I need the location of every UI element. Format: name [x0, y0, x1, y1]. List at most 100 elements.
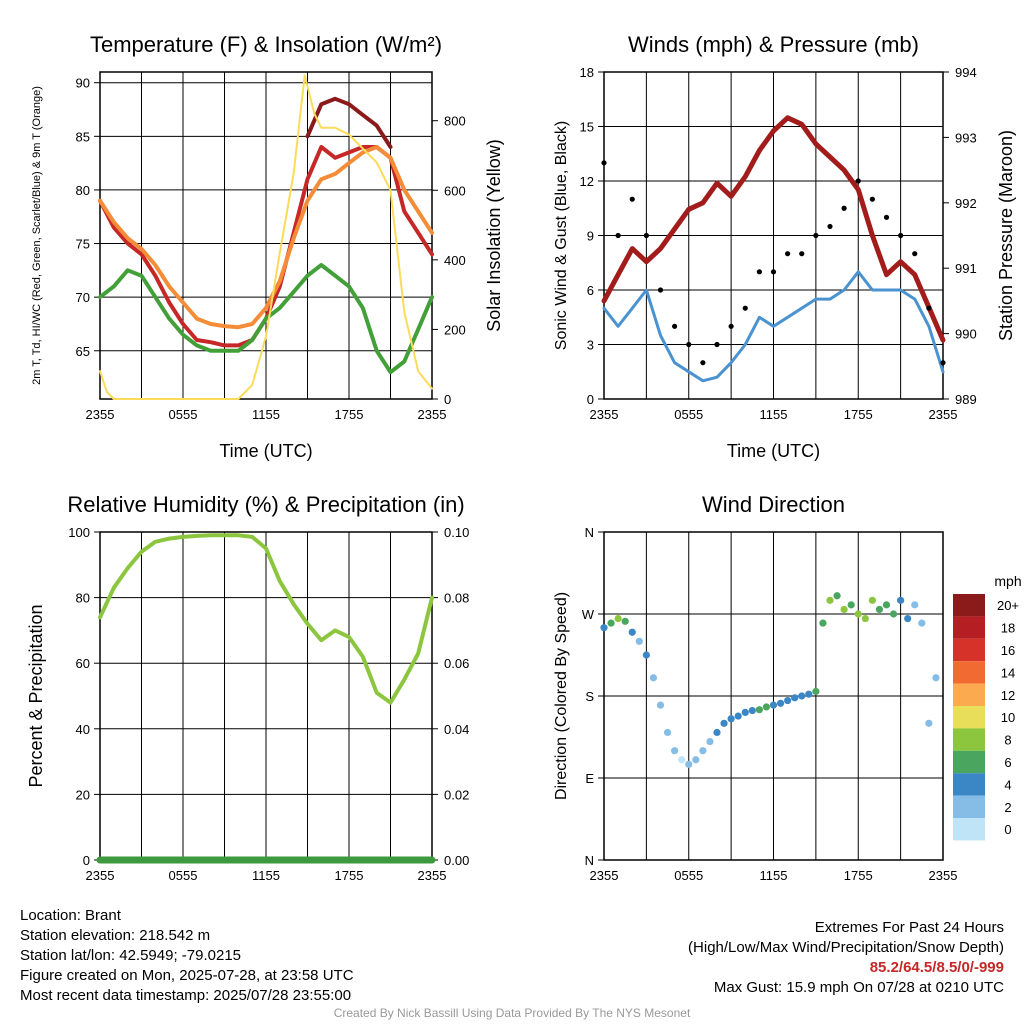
- gust-point: [700, 360, 706, 366]
- direction-point: [692, 756, 700, 764]
- x-tick-label: 2355: [929, 407, 958, 422]
- direction-point: [819, 619, 827, 627]
- legend-label: 0: [1004, 822, 1011, 837]
- y-right-tick-label: 0: [444, 392, 451, 407]
- y-tick-label: 20: [76, 787, 90, 802]
- y-tick-label: W: [582, 607, 595, 622]
- x-tick-label: 1155: [252, 407, 280, 422]
- direction-point: [635, 637, 643, 645]
- legend-swatch: [953, 818, 985, 841]
- y-axis-label: Direction (Colored By Speed): [553, 592, 570, 800]
- figure-created: Figure created on Mon, 2025-07-28, at 23…: [20, 967, 354, 984]
- direction-point: [741, 708, 749, 717]
- x-tick-label: 2355: [929, 868, 958, 883]
- y-right-tick-label: 0.02: [444, 787, 469, 802]
- direction-point: [713, 728, 721, 737]
- gust-point: [657, 287, 664, 293]
- x-tick-label: 1755: [335, 868, 364, 883]
- chart-title: Temperature (F) & Insolation (W/m²): [90, 32, 442, 57]
- direction-point: [685, 760, 693, 768]
- gust-point: [728, 323, 734, 329]
- legend-swatch: [953, 795, 985, 818]
- y-tick-label: N: [585, 525, 594, 540]
- legend-swatch: [953, 773, 985, 796]
- x-tick-label: 1755: [844, 868, 873, 883]
- direction-point: [755, 706, 763, 714]
- direction-point: [671, 747, 679, 755]
- y-right-tick-label: 0.04: [444, 722, 469, 737]
- direction-point: [642, 651, 650, 659]
- y-tick-label: 9: [587, 229, 594, 244]
- plot-border: [99, 71, 433, 400]
- x-tick-label: 0555: [169, 868, 198, 883]
- gust-point: [643, 232, 649, 239]
- meteogram-figure: 2355 0555 1155 1755 2355 Temperature (F) & In…: [26, 32, 1022, 883]
- extremes-title: Extremes For Past 24 Hours: [814, 919, 1004, 936]
- extremes-values: 85.2/64.5/8.5/0/-999: [869, 959, 1004, 976]
- direction-point: [889, 610, 898, 618]
- y-tick-label: 12: [580, 174, 594, 189]
- legend-swatch: [953, 638, 985, 662]
- y-right-tick-label: 0.08: [444, 591, 469, 606]
- y-tick-label: 75: [76, 237, 90, 252]
- x-tick-label: 1755: [844, 407, 873, 422]
- legend-label: 10: [1001, 710, 1015, 725]
- y-tick-label: 100: [68, 525, 90, 540]
- gust-point: [615, 232, 621, 239]
- x-tick-label: 0555: [169, 407, 198, 422]
- station-latlon: Station lat/lon: 42.5949; -79.0215: [20, 947, 242, 964]
- legend-swatch: [953, 728, 985, 751]
- direction-point: [791, 694, 799, 702]
- direction-point: [840, 605, 848, 614]
- x-tick-label: 1755: [335, 407, 364, 422]
- speed-legend: mph 20+ 18 16 14 12 10 8 6 4 2 0: [953, 573, 1022, 841]
- gust-point: [926, 305, 932, 311]
- direction-point: [628, 628, 636, 636]
- y-tick-label: 18: [580, 65, 594, 80]
- gust-point: [686, 341, 692, 348]
- legend-label: 14: [1001, 665, 1015, 680]
- gust-point: [629, 196, 635, 202]
- legend-swatch: [953, 594, 985, 617]
- direction-point: [649, 674, 658, 682]
- gust-point: [912, 251, 918, 257]
- legend-swatch: [953, 706, 985, 729]
- direction-point: [798, 692, 806, 700]
- y-tick-label: 80: [76, 591, 90, 606]
- y-right-tick-label: 200: [444, 322, 466, 337]
- y-tick-label: N: [585, 853, 594, 868]
- temperature-chart: 2355 0555 1155 1755 2355 Temperature (F) & In…: [31, 32, 504, 461]
- credit-line: Created By Nick Bassill Using Data Provi…: [333, 1006, 691, 1020]
- direction-point: [769, 701, 778, 709]
- direction-point: [720, 719, 728, 727]
- y-right-tick-label: 0.06: [444, 656, 469, 671]
- y-tick-label: 60: [76, 656, 90, 671]
- winds-pressure-chart: 2355 0555 1155 1755 2355 Winds (mph) & Pressu…: [553, 32, 1016, 461]
- gust-point: [869, 196, 875, 202]
- legend-swatch: [953, 661, 985, 684]
- gust-point: [672, 323, 678, 329]
- direction-point: [607, 619, 615, 627]
- direction-point: [854, 610, 862, 618]
- station-location: Location: Brant: [20, 907, 121, 924]
- humidity-precip-chart: 2355 0555 1155 1755 2355 Relative Humidity (%…: [26, 492, 469, 883]
- x-tick-label: 0555: [674, 407, 703, 422]
- gust-point: [601, 160, 607, 166]
- y-tick-label: 80: [76, 183, 90, 198]
- y-right-tick-label: 0.00: [444, 853, 469, 868]
- x-tick-label: 1155: [252, 868, 280, 883]
- station-info: Location: Brant Station elevation: 218.5…: [20, 906, 354, 1006]
- y-right-tick-label: 400: [444, 253, 466, 268]
- y-axis-label: Percent & Precipitation: [26, 604, 46, 787]
- gust-point: [742, 305, 748, 311]
- series-line-9m-temperature: [98, 145, 434, 330]
- legend-label: 16: [1001, 643, 1015, 658]
- station-elevation: Station elevation: 218.542 m: [20, 927, 211, 944]
- y-tick-label: S: [585, 689, 594, 704]
- direction-point: [805, 690, 813, 698]
- x-tick-label: 1155: [760, 407, 788, 422]
- direction-point: [614, 614, 622, 623]
- direction-point: [847, 601, 855, 609]
- legend-swatch: [953, 683, 985, 706]
- x-axis-label: Time (UTC): [219, 441, 312, 461]
